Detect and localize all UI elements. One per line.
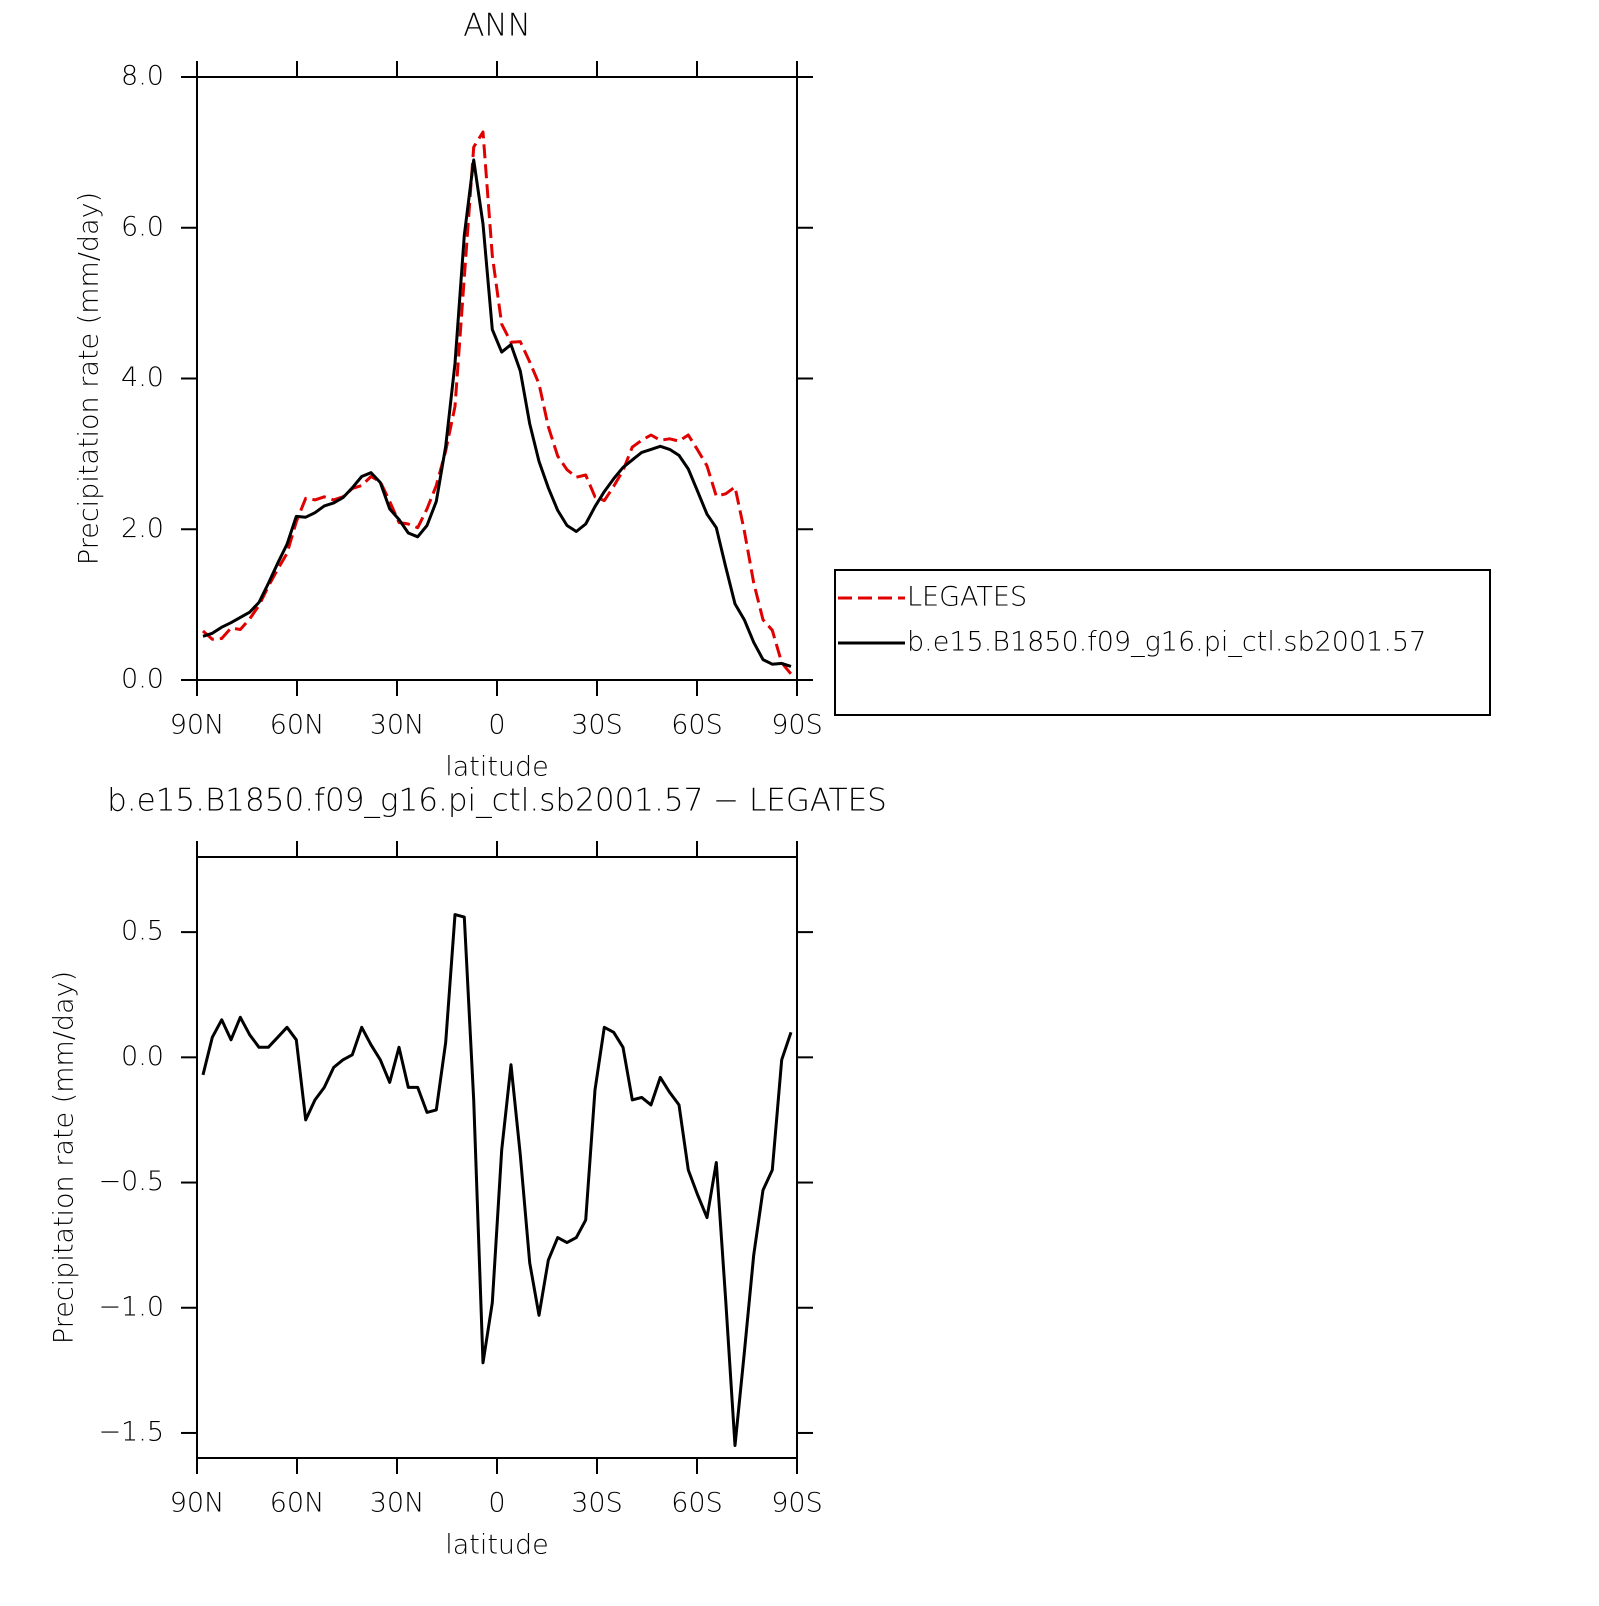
x-tick-label: 0 bbox=[488, 1488, 505, 1519]
legend-box bbox=[834, 569, 1491, 716]
x-tick-label: 30N bbox=[370, 1488, 425, 1519]
y-tick-label: 0.0 bbox=[121, 664, 164, 695]
x-tick-label: 60N bbox=[270, 1488, 325, 1519]
x-tick-label: 90S bbox=[771, 1488, 823, 1519]
y-tick-label: 4.0 bbox=[121, 362, 164, 393]
y-tick-label: 0.0 bbox=[121, 1041, 164, 1072]
x-tick-label: 60S bbox=[671, 710, 723, 741]
y-tick-label: −0.5 bbox=[98, 1166, 164, 1197]
x-axis-label: latitude bbox=[445, 752, 549, 783]
y-axis-label: Precipitation rate (mm/day) bbox=[74, 192, 105, 565]
y-tick-label: 0.5 bbox=[121, 916, 164, 947]
x-tick-label: 90N bbox=[170, 710, 225, 741]
chart-title: b.e15.B1850.f09_g16.pi_ctl.sb2001.57 − L… bbox=[107, 783, 887, 819]
y-tick-label: 2.0 bbox=[121, 513, 164, 544]
x-axis-label: latitude bbox=[445, 1530, 549, 1561]
x-tick-label: 30S bbox=[571, 710, 623, 741]
x-tick-label: 60N bbox=[270, 710, 325, 741]
data-line bbox=[202, 130, 793, 675]
x-tick-label: 90S bbox=[771, 710, 823, 741]
plot-frame bbox=[196, 76, 798, 681]
x-tick-label: 30S bbox=[571, 1488, 623, 1519]
x-tick-label: 0 bbox=[488, 710, 505, 741]
legend-label: b.e15.B1850.f09_g16.pi_ctl.sb2001.57 bbox=[907, 627, 1426, 658]
data-line bbox=[201, 913, 793, 1447]
data-line bbox=[202, 158, 792, 668]
y-tick-label: −1.5 bbox=[98, 1416, 164, 1447]
chart-title: ANN bbox=[463, 8, 531, 44]
y-tick-label: −1.0 bbox=[98, 1291, 164, 1322]
x-tick-label: 60S bbox=[671, 1488, 723, 1519]
x-tick-label: 30N bbox=[370, 710, 425, 741]
y-tick-label: 8.0 bbox=[121, 61, 164, 92]
y-axis-label: Precipitation rate (mm/day) bbox=[49, 971, 80, 1344]
plot-frame bbox=[196, 856, 798, 1459]
legend-label: LEGATES bbox=[907, 582, 1027, 613]
y-tick-label: 6.0 bbox=[121, 211, 164, 242]
x-tick-label: 90N bbox=[170, 1488, 225, 1519]
